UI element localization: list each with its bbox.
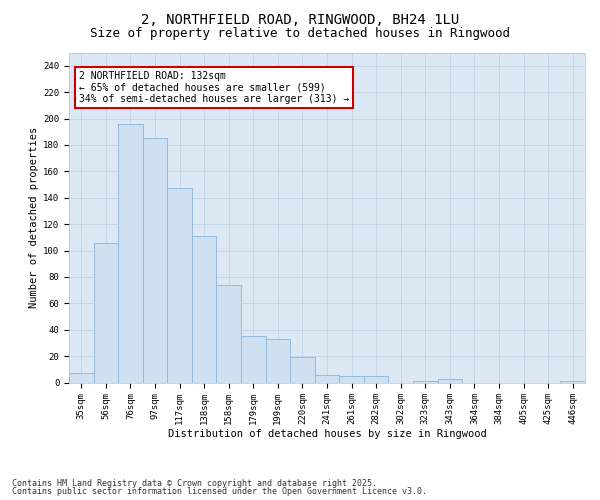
Bar [437,378,462,382]
Text: Size of property relative to detached houses in Ringwood: Size of property relative to detached ho… [90,28,510,40]
Bar [118,124,143,382]
Bar [339,376,364,382]
Bar [143,138,167,382]
Bar [560,381,585,382]
Text: Contains HM Land Registry data © Crown copyright and database right 2025.: Contains HM Land Registry data © Crown c… [12,478,377,488]
Bar [364,376,388,382]
Bar [192,236,217,382]
Bar [69,374,94,382]
Bar [167,188,192,382]
Bar [315,374,339,382]
Bar [413,381,437,382]
Bar [266,339,290,382]
Bar [217,285,241,382]
Text: 2 NORTHFIELD ROAD: 132sqm
← 65% of detached houses are smaller (599)
34% of semi: 2 NORTHFIELD ROAD: 132sqm ← 65% of detac… [79,70,350,104]
Text: 2, NORTHFIELD ROAD, RINGWOOD, BH24 1LU: 2, NORTHFIELD ROAD, RINGWOOD, BH24 1LU [141,12,459,26]
Bar [94,242,118,382]
Bar [241,336,266,382]
Bar [290,358,315,382]
Y-axis label: Number of detached properties: Number of detached properties [29,127,39,308]
Text: Contains public sector information licensed under the Open Government Licence v3: Contains public sector information licen… [12,487,427,496]
X-axis label: Distribution of detached houses by size in Ringwood: Distribution of detached houses by size … [167,428,487,438]
